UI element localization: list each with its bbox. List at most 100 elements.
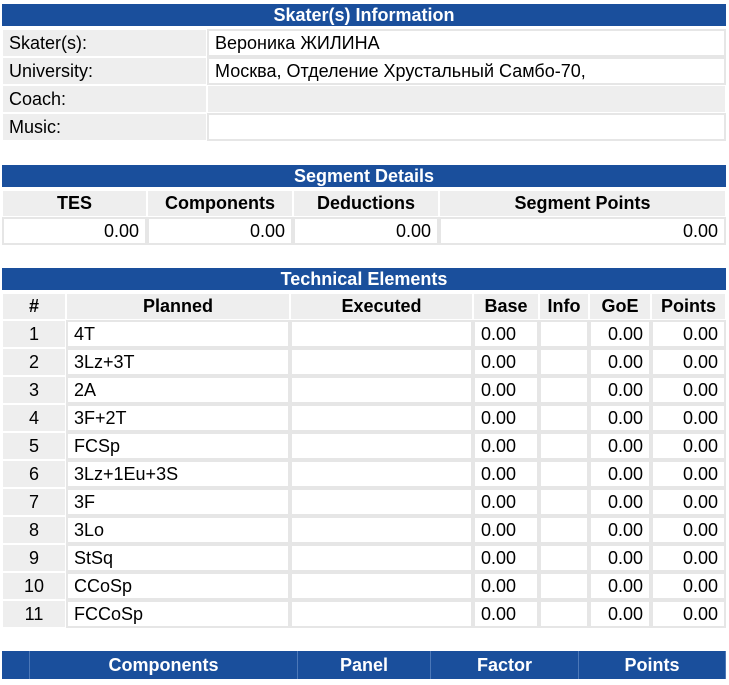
element-points: 0.00 bbox=[651, 572, 726, 600]
table-row: 7 3F 0.00 0.00 0.00 bbox=[2, 488, 726, 516]
table-row: 9 StSq 0.00 0.00 0.00 bbox=[2, 544, 726, 572]
col-goe-header: GoE bbox=[589, 293, 651, 320]
element-points: 0.00 bbox=[651, 320, 726, 348]
technical-elements-title: Technical Elements bbox=[2, 268, 726, 293]
segment-details-title: Segment Details bbox=[2, 165, 726, 190]
element-info bbox=[539, 348, 589, 376]
deductions-header: Deductions bbox=[293, 190, 439, 217]
tes-header: TES bbox=[2, 190, 147, 217]
element-info bbox=[539, 460, 589, 488]
element-executed bbox=[290, 600, 473, 628]
table-row: 3 2A 0.00 0.00 0.00 bbox=[2, 376, 726, 404]
technical-elements-table: Technical Elements # Planned Executed Ba… bbox=[2, 268, 726, 628]
element-base: 0.00 bbox=[473, 544, 539, 572]
element-base: 0.00 bbox=[473, 516, 539, 544]
coach-label: Coach: bbox=[2, 85, 207, 113]
element-number: 5 bbox=[2, 432, 66, 460]
element-goe: 0.00 bbox=[589, 516, 651, 544]
table-row: 1 4T 0.00 0.00 0.00 bbox=[2, 320, 726, 348]
element-base: 0.00 bbox=[473, 404, 539, 432]
element-executed bbox=[290, 404, 473, 432]
element-executed bbox=[290, 376, 473, 404]
element-base: 0.00 bbox=[473, 432, 539, 460]
skater-value: Вероника ЖИЛИНА bbox=[207, 29, 726, 57]
element-executed bbox=[290, 320, 473, 348]
components-table: Components Panel Factor Points bbox=[2, 651, 726, 679]
element-planned: 3F bbox=[66, 488, 290, 516]
element-number: 3 bbox=[2, 376, 66, 404]
element-points: 0.00 bbox=[651, 376, 726, 404]
table-row: 10 CCoSp 0.00 0.00 0.00 bbox=[2, 572, 726, 600]
element-planned: 2A bbox=[66, 376, 290, 404]
element-executed bbox=[290, 460, 473, 488]
element-base: 0.00 bbox=[473, 488, 539, 516]
table-row: 6 3Lz+1Eu+3S 0.00 0.00 0.00 bbox=[2, 460, 726, 488]
element-goe: 0.00 bbox=[589, 320, 651, 348]
element-goe: 0.00 bbox=[589, 376, 651, 404]
table-row: 4 3F+2T 0.00 0.00 0.00 bbox=[2, 404, 726, 432]
element-number: 9 bbox=[2, 544, 66, 572]
col-executed-header: Executed bbox=[290, 293, 473, 320]
element-info bbox=[539, 600, 589, 628]
table-row: 2 3Lz+3T 0.00 0.00 0.00 bbox=[2, 348, 726, 376]
element-planned: 3F+2T bbox=[66, 404, 290, 432]
element-goe: 0.00 bbox=[589, 600, 651, 628]
element-number: 11 bbox=[2, 600, 66, 628]
element-points: 0.00 bbox=[651, 460, 726, 488]
element-number: 2 bbox=[2, 348, 66, 376]
element-executed bbox=[290, 348, 473, 376]
element-points: 0.00 bbox=[651, 544, 726, 572]
skater-info-title: Skater(s) Information bbox=[2, 4, 726, 29]
element-planned: 4T bbox=[66, 320, 290, 348]
factor-col-header: Factor bbox=[431, 651, 579, 679]
table-row: 11 FCCoSp 0.00 0.00 0.00 bbox=[2, 600, 726, 628]
element-base: 0.00 bbox=[473, 600, 539, 628]
skater-label: Skater(s): bbox=[2, 29, 207, 57]
music-label: Music: bbox=[2, 113, 207, 141]
element-goe: 0.00 bbox=[589, 460, 651, 488]
element-planned: 3Lz+1Eu+3S bbox=[66, 460, 290, 488]
element-planned: StSq bbox=[66, 544, 290, 572]
components-col-header: Components bbox=[30, 651, 298, 679]
element-planned: FCSp bbox=[66, 432, 290, 460]
element-info bbox=[539, 516, 589, 544]
element-info bbox=[539, 544, 589, 572]
element-base: 0.00 bbox=[473, 376, 539, 404]
element-info bbox=[539, 572, 589, 600]
components-header: Components bbox=[147, 190, 293, 217]
components-spacer bbox=[2, 651, 30, 679]
segment-points-header: Segment Points bbox=[439, 190, 726, 217]
segment-points-value: 0.00 bbox=[439, 217, 726, 245]
element-number: 4 bbox=[2, 404, 66, 432]
col-info-header: Info bbox=[539, 293, 589, 320]
col-number-header: # bbox=[2, 293, 66, 320]
element-goe: 0.00 bbox=[589, 572, 651, 600]
element-base: 0.00 bbox=[473, 572, 539, 600]
col-planned-header: Planned bbox=[66, 293, 290, 320]
element-points: 0.00 bbox=[651, 600, 726, 628]
element-points: 0.00 bbox=[651, 516, 726, 544]
table-row: 5 FCSp 0.00 0.00 0.00 bbox=[2, 432, 726, 460]
element-base: 0.00 bbox=[473, 320, 539, 348]
element-planned: CCoSp bbox=[66, 572, 290, 600]
element-executed bbox=[290, 544, 473, 572]
element-executed bbox=[290, 516, 473, 544]
university-label: University: bbox=[2, 57, 207, 85]
university-value: Москва, Отделение Хрустальный Самбо-70, bbox=[207, 57, 726, 85]
element-points: 0.00 bbox=[651, 432, 726, 460]
coach-value bbox=[207, 85, 726, 113]
element-info bbox=[539, 376, 589, 404]
element-number: 7 bbox=[2, 488, 66, 516]
element-number: 6 bbox=[2, 460, 66, 488]
element-number: 1 bbox=[2, 320, 66, 348]
element-goe: 0.00 bbox=[589, 544, 651, 572]
element-executed bbox=[290, 432, 473, 460]
panel-col-header: Panel bbox=[298, 651, 431, 679]
components-value: 0.00 bbox=[147, 217, 293, 245]
element-points: 0.00 bbox=[651, 488, 726, 516]
skater-info-table: Skater(s) Information Skater(s): Вероник… bbox=[2, 4, 726, 141]
element-number: 8 bbox=[2, 516, 66, 544]
element-goe: 0.00 bbox=[589, 348, 651, 376]
element-planned: FCCoSp bbox=[66, 600, 290, 628]
element-planned: 3Lo bbox=[66, 516, 290, 544]
